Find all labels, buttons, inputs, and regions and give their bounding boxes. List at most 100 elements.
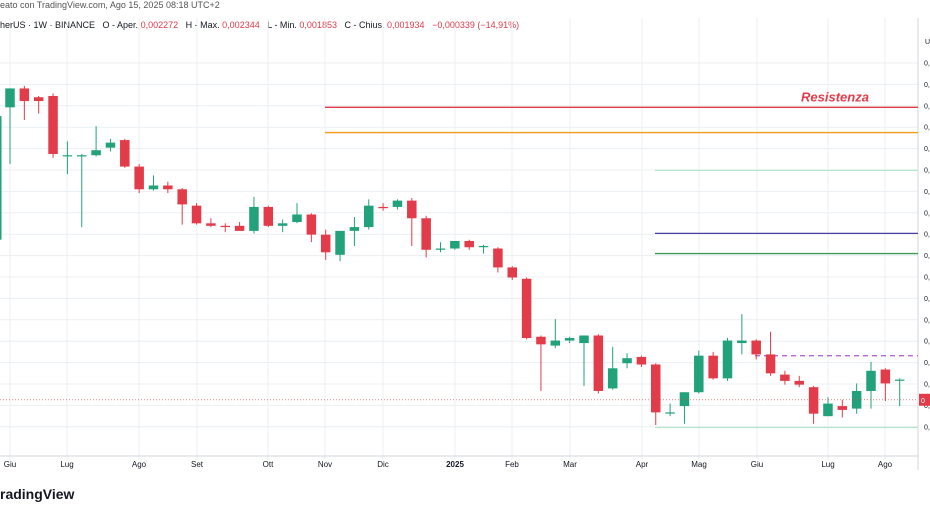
candle-up xyxy=(564,338,575,341)
low-value: 0,001853 xyxy=(299,20,337,30)
candle-up xyxy=(665,412,675,414)
candle-up xyxy=(866,370,876,391)
candle-up xyxy=(277,223,288,226)
x-tick-label: Feb xyxy=(505,460,519,469)
candle-down xyxy=(320,234,331,253)
candle-down xyxy=(220,225,230,228)
candle-up xyxy=(679,392,690,407)
candle-down xyxy=(306,214,317,235)
candle-down xyxy=(163,185,173,190)
y-tick-label: 0, xyxy=(924,360,930,367)
candle-down xyxy=(837,406,848,410)
candle-up xyxy=(478,246,489,248)
x-tick-label: Mar xyxy=(563,460,577,469)
x-tick-label: Ott xyxy=(263,460,274,469)
y-tick-label: 0, xyxy=(924,125,930,132)
candle-up xyxy=(364,205,374,228)
candle-down xyxy=(48,95,58,154)
candle-up xyxy=(550,340,561,346)
change-value: −0,000339 (−14,91%) xyxy=(432,20,520,30)
candle-down xyxy=(765,354,776,374)
candle-down xyxy=(536,336,546,345)
x-tick-label: Set xyxy=(191,460,204,469)
y-tick-label: 0, xyxy=(924,232,930,239)
close-value: 0,001934 xyxy=(387,20,425,30)
candle-up xyxy=(148,185,159,190)
y-tick-label: 0, xyxy=(924,82,930,89)
candle-down xyxy=(134,166,144,190)
x-tick-label: Ago xyxy=(878,460,893,469)
candle-down xyxy=(191,205,202,224)
y-tick-label: 0, xyxy=(924,317,930,324)
x-tick-label: Ago xyxy=(132,460,147,469)
symbol-label: herUS · 1W · BINANCE xyxy=(0,20,96,30)
candle-down xyxy=(521,278,532,339)
candle-down xyxy=(407,200,417,219)
y-tick-label: 0, xyxy=(924,296,930,303)
candle-down xyxy=(464,240,474,248)
candle-down xyxy=(593,335,604,391)
open-value: 0,002272 xyxy=(140,20,179,30)
candle-down xyxy=(206,223,216,226)
resistance-label: Resistenza xyxy=(801,89,869,104)
candle-up xyxy=(622,358,632,364)
candle-down xyxy=(19,88,30,102)
x-tick-label: 2025 xyxy=(446,460,464,469)
candle-up xyxy=(392,200,403,207)
candle-up xyxy=(335,230,345,255)
y-tick-label: 0, xyxy=(924,253,930,260)
high-value: 0,002344 xyxy=(222,20,260,30)
candle-down xyxy=(120,140,130,167)
candle-down xyxy=(234,225,245,231)
candle-up xyxy=(435,248,446,250)
candle-up xyxy=(249,206,259,231)
x-tick-label: Mag xyxy=(691,460,707,469)
last-price-tag xyxy=(919,393,930,406)
candle-up xyxy=(722,340,733,379)
candle-down xyxy=(507,267,517,278)
y-tick-label: 0, xyxy=(924,275,930,282)
candle-down xyxy=(808,387,819,414)
candle-down xyxy=(33,97,44,102)
high-label: H - Max. xyxy=(185,20,220,30)
y-tick-label: 0, xyxy=(924,424,930,431)
candle-up xyxy=(450,240,460,249)
candle-up xyxy=(349,227,360,231)
candle-up xyxy=(62,155,73,157)
y-tick-label: 0, xyxy=(924,189,930,196)
candle-up xyxy=(894,379,905,381)
candle-up xyxy=(0,116,2,240)
tradingview-logo-text: radingView xyxy=(0,486,75,502)
y-tick-label: 0, xyxy=(924,210,930,217)
candle-up xyxy=(579,335,589,344)
low-label: L - Min. xyxy=(267,20,297,30)
candle-up xyxy=(5,88,15,108)
candle-down xyxy=(263,206,274,226)
candle-down xyxy=(636,356,647,365)
candle-down xyxy=(751,340,761,355)
candle-down xyxy=(378,206,388,209)
candle-up xyxy=(105,142,116,148)
y-tick-label: 0, xyxy=(924,146,930,153)
close-label: C - Chius. xyxy=(344,20,385,30)
y-tick-label: 0, xyxy=(924,403,930,410)
ohlc-legend: herUS · 1W · BINANCE O - Aper. 0,002272 … xyxy=(0,20,519,30)
y-axis-unit-label: U xyxy=(925,39,930,46)
candle-up xyxy=(292,214,302,223)
candle-down xyxy=(651,364,661,413)
y-tick-label: 0, xyxy=(924,61,930,68)
candle-down xyxy=(177,189,187,205)
x-tick-label: Apr xyxy=(636,460,649,469)
candle-up xyxy=(737,340,747,344)
candle-up xyxy=(694,355,704,393)
candle-down xyxy=(794,380,804,385)
candle-up xyxy=(607,368,618,389)
candle-up xyxy=(77,155,87,157)
y-tick-label: 0, xyxy=(924,168,930,175)
last-price-tag-label: 0 xyxy=(921,398,925,405)
candle-down xyxy=(708,355,718,379)
x-tick-label: Dic xyxy=(377,460,389,469)
open-label: O - Aper. xyxy=(102,20,139,30)
y-tick-label: 0, xyxy=(924,382,930,389)
